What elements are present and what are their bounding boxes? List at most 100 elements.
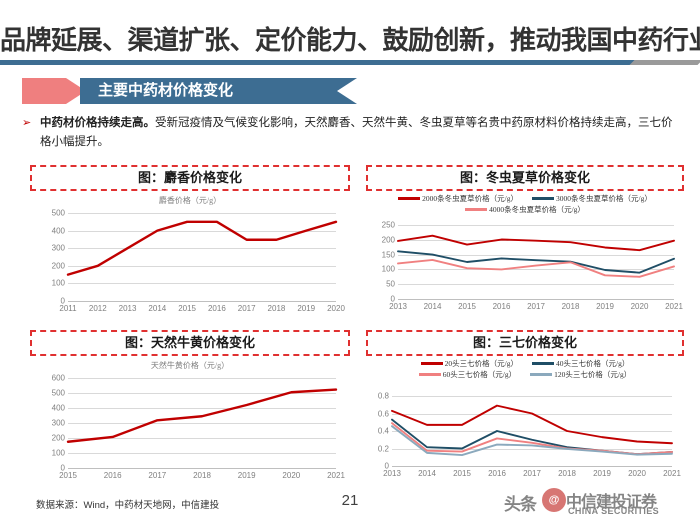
gridline: [392, 448, 672, 450]
gridline: [68, 301, 336, 302]
banner-body-shape: [80, 78, 357, 104]
gridline: [398, 269, 674, 271]
gridline: [68, 283, 336, 285]
y-axis-tick: 0: [384, 461, 389, 471]
y-axis-tick: 0.6: [377, 409, 389, 418]
chart-panel-title: 图：三七价格变化: [366, 330, 684, 356]
watermark-platform: 头条: [504, 495, 537, 514]
y-axis-tick: 100: [381, 264, 395, 274]
chart-bezoar: 天然牛黄价格（元/g） 0 100 200 300 400 500 600 2015 2016 20…: [30, 356, 350, 490]
x-axis-tick: 2020: [628, 469, 646, 478]
x-axis-tick: 2016: [488, 469, 506, 478]
chart-panel-title: 图：冬虫夏草价格变化: [366, 165, 684, 191]
legend-swatch: [418, 373, 441, 376]
plot-area: 0 0.2 0.4 0.6 0.8 2013 2014 2015 2016 2017 2018 201…: [378, 392, 681, 479]
x-axis-tick: 2020: [282, 471, 301, 480]
x-axis-tick: 2015: [458, 302, 476, 311]
x-axis-tick: 2017: [527, 302, 545, 311]
x-axis-tick: 2020: [630, 302, 649, 311]
title-underline-rule: [0, 60, 700, 65]
y-axis-tick: 150: [381, 250, 395, 260]
chart-legend: 2000条冬虫夏草价格（元/g） 3000条冬虫夏草价格（元/g） 4000条冬虫夏…: [366, 193, 684, 215]
series-canvas: [66, 388, 338, 443]
x-axis-tick: 2019: [596, 302, 614, 311]
series-line: [391, 422, 673, 456]
x-axis-tick: 2018: [561, 302, 580, 311]
chart-sanqi: 20头三七价格（元/g） 40头三七价格（元/g） 60头三七价格（元/g） 120头…: [366, 356, 684, 490]
y-axis-tick: 0.8: [377, 391, 389, 401]
y-axis-tick: 600: [51, 373, 65, 383]
y-axis-tick: 200: [51, 261, 65, 271]
x-axis-tick: 2019: [593, 469, 611, 478]
legend-swatch: [532, 197, 554, 200]
series-line: [391, 425, 673, 457]
legend-swatch: [465, 208, 488, 211]
x-axis-tick: 2011: [59, 304, 77, 313]
plot-area: 0 50 100 150 200 250 2013 2014 2015 2016 2017 2018 2…: [382, 221, 683, 312]
x-axis-tick: 2014: [423, 302, 442, 311]
series-canvas: [397, 234, 675, 278]
x-axis-tick: 2017: [523, 469, 541, 478]
x-axis-tick: 2016: [103, 471, 122, 480]
x-axis-tick: 2014: [148, 304, 167, 313]
x-axis-tick: 2016: [492, 302, 511, 311]
legend-item: 3000条冬虫夏草价格（元/g）: [532, 193, 652, 204]
gridline: [68, 265, 336, 267]
chart-panel-title: 图：麝香价格变化: [30, 165, 350, 191]
bullet-block: ➢ 中药材价格持续走高。受新冠疫情及气候变化影响，天然麝香、天然牛黄、冬虫夏草等…: [22, 114, 682, 152]
x-axis-tick: 2019: [297, 304, 316, 313]
chart-musk: 麝香价格（元/g） 0 100 200 300 400 500 2011 2012 2013 201…: [30, 191, 350, 323]
section-banner-label: 主要中药材价格变化: [98, 82, 234, 99]
watermark: 头条 @ 中信建投证券 CHINA SECURITIES: [504, 486, 690, 522]
banner-arrow-shape: [22, 78, 86, 104]
y-axis-tick: 300: [51, 243, 65, 253]
watermark-company-en: CHINA SECURITIES: [568, 506, 660, 516]
legend-label: 4000条冬虫夏草价格（元/g）: [489, 205, 585, 214]
gridline: [68, 408, 336, 409]
series-line: [397, 250, 675, 274]
x-axis-tick: 2017: [148, 471, 167, 480]
x-axis-tick: 2018: [267, 304, 286, 313]
chart-panel-bezoar: 图：天然牛黄价格变化 天然牛黄价格（元/g） 0 100 200 300 400 500 60…: [30, 330, 350, 490]
bullet-arrow-icon: ➢: [22, 117, 32, 129]
x-axis-tick: 2012: [88, 304, 107, 313]
gridline: [68, 393, 336, 394]
gridline: [68, 468, 336, 469]
y-axis-tick: 50: [386, 279, 395, 289]
y-axis-tick: 0: [60, 296, 65, 306]
legend-row: 20头三七价格（元/g） 40头三七价格（元/g）: [366, 358, 684, 369]
x-axis-tick: 2018: [193, 471, 211, 480]
title-rule-grey-slant: [629, 60, 700, 65]
series-line: [66, 220, 338, 276]
y-axis-tick: 100: [51, 448, 65, 458]
chart-panel-sanqi: 图：三七价格变化 20头三七价格（元/g） 40头三七价格（元/g） 60头三七价格…: [366, 330, 684, 490]
gridline: [398, 225, 674, 226]
x-axis-tick: 2017: [237, 304, 256, 313]
legend-item: 20头三七价格（元/g）: [420, 358, 518, 369]
source-note: 数据来源：Wind，中药材天地网，中信建投: [36, 500, 220, 511]
y-axis-tick: 0.4: [377, 426, 389, 436]
y-axis-tick: 0.2: [377, 444, 389, 453]
plot-area: 0 100 200 300 400 500 2011 2012 2013 2014 2015 2016…: [52, 209, 345, 314]
plot-area: 0 100 200 300 400 500 600 2015 2016 2017 2018 2019 2…: [52, 374, 345, 481]
x-axis-tick: 2013: [118, 304, 137, 313]
legend-item: 120头三七价格（元/g）: [530, 369, 631, 380]
chart-cordyceps: 2000条冬虫夏草价格（元/g） 3000条冬虫夏草价格（元/g） 4000条冬虫夏…: [366, 191, 684, 323]
legend-item: 40头三七价格（元/g）: [532, 358, 629, 369]
bullet-lead: 中药材价格持续走高。: [40, 117, 155, 129]
legend-swatch: [530, 373, 553, 376]
legend-label: 40头三七价格（元/g）: [556, 359, 630, 368]
chart-subtitle: 麝香价格（元/g）: [158, 196, 222, 205]
y-axis-tick: 500: [51, 208, 65, 218]
x-axis-tick: 2018: [558, 469, 576, 478]
x-axis-tick: 2019: [237, 471, 256, 480]
legend-label: 60头三七价格（元/g）: [442, 370, 517, 379]
bullet-text: 中药材价格持续走高。受新冠疫情及气候变化影响，天然麝香、天然牛黄、冬虫夏草等名贵…: [40, 114, 682, 152]
y-axis-tick: 0: [390, 294, 395, 304]
series-line: [397, 258, 675, 278]
gridline: [392, 431, 672, 432]
watermark-seal-icon: @: [542, 488, 566, 512]
slide-title: 品牌延展、渠道扩张、定价能力、鼓励创新，推动我国中药行业发展: [0, 25, 700, 55]
legend-label: 2000条冬虫夏草价格（元/g）: [422, 194, 518, 203]
gridline: [68, 438, 336, 439]
